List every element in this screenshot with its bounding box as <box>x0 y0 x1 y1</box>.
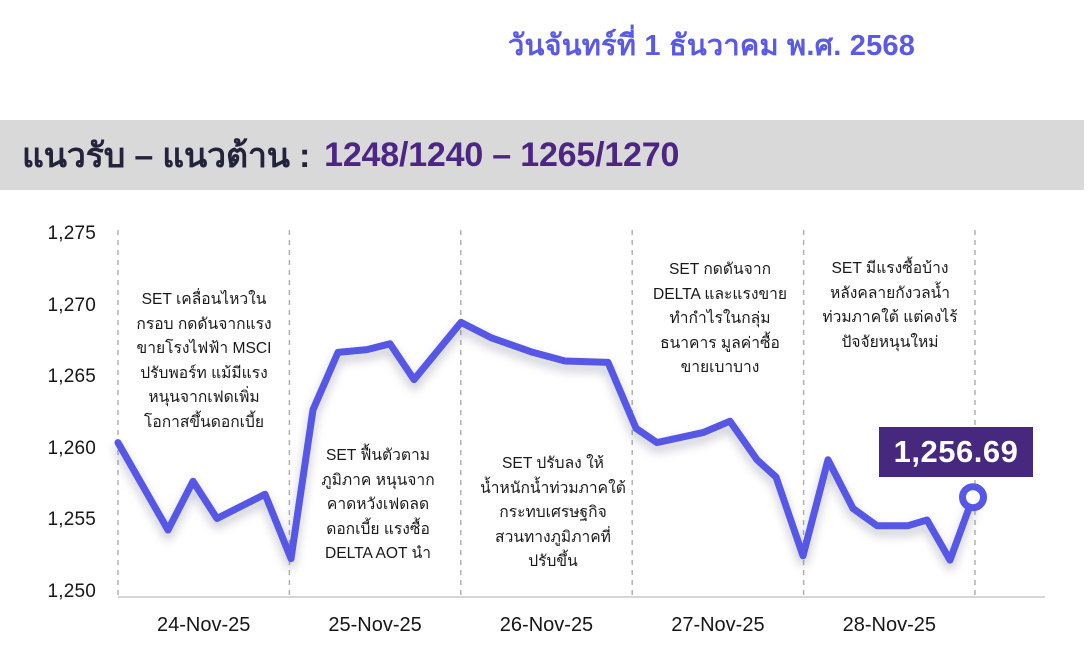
chart-annotation: SET มีแรงซื้อบ้าง หลังคลายกังวลน้ำ ท่วมภ… <box>822 260 958 351</box>
last-value-badge: 1,256.69 <box>879 427 1033 477</box>
y-axis-tick: 1,265 <box>47 366 96 388</box>
chart-annotation: SET ฟื้นตัวตาม ภูมิภาค หนุนจาก คาดหวังเฟ… <box>321 447 435 562</box>
y-axis-tick: 1,270 <box>47 294 96 316</box>
last-point-marker <box>959 483 987 512</box>
y-axis-tick: 1,275 <box>47 223 96 244</box>
chart-annotation: SET เคลื่อนไหวใน กรอบ กดดันจากแรง ขายโรง… <box>136 291 272 431</box>
x-axis-label: 24-Nov-25 <box>156 614 251 636</box>
header-date: วันจันทร์ที่ 1 ธันวาคม พ.ศ. 2568 <box>508 30 916 62</box>
x-axis-label: 27-Nov-25 <box>671 614 765 636</box>
chart-annotation: SET กดดันจาก DELTA และแรงขาย ทำกำไรในกลุ… <box>653 261 787 376</box>
y-axis-tick: 1,260 <box>47 437 96 459</box>
y-axis-tick: 1,255 <box>47 509 96 531</box>
chart-annotation: SET ปรับลง ให้ น้ำหนักน้ำท่วมภาคใต้ กระท… <box>480 455 626 570</box>
x-axis-label: 26-Nov-25 <box>499 614 594 636</box>
banner-levels: 1248/1240 – 1265/1270 <box>324 135 680 174</box>
support-resistance-banner: แนวรับ – แนวต้าน : 1248/1240 – 1265/1270 <box>0 120 1084 190</box>
x-axis-label: 28-Nov-25 <box>842 614 936 636</box>
x-axis-label: 25-Nov-25 <box>328 614 422 636</box>
banner-label: แนวรับ – แนวต้าน : <box>22 137 311 175</box>
y-axis-tick: 1,250 <box>47 581 96 602</box>
